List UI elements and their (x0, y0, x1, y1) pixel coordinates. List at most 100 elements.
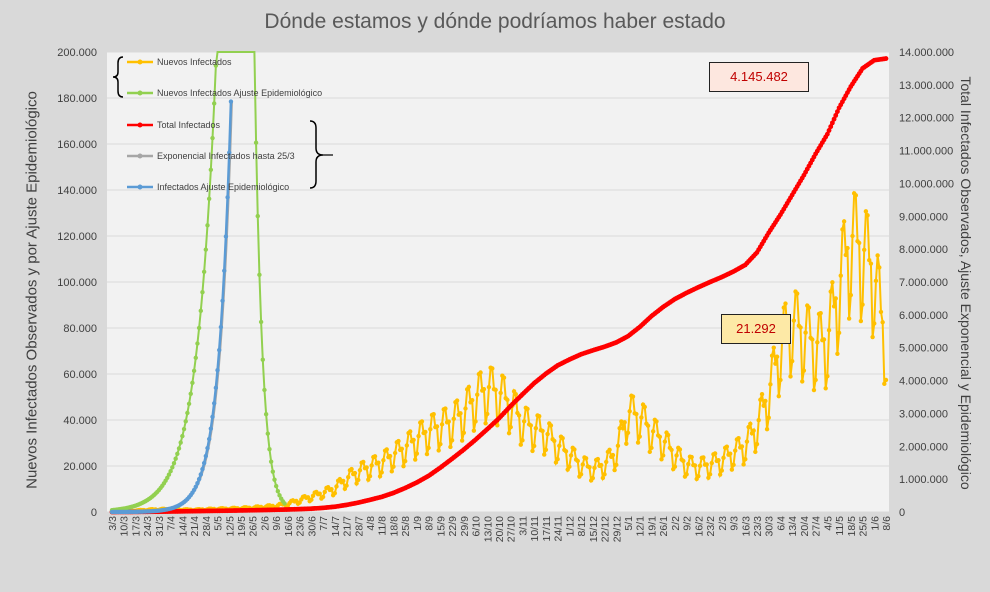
point-nuevos-infectados (369, 463, 374, 468)
point-nuevos-infectados (600, 475, 606, 481)
point-nuevos-infectados (483, 421, 488, 426)
point-nuevos-infectados (712, 451, 718, 456)
point-nuevos-infectados (788, 374, 793, 379)
point-epidemiologico-nuevos (258, 319, 264, 325)
callout-total-infectados: 4.145.482 (709, 62, 809, 92)
point-epidemiologico-nuevos (198, 308, 203, 314)
point-nuevos-infectados (620, 425, 626, 431)
point-total-infectados (826, 127, 832, 133)
point-nuevos-infectados (826, 327, 832, 333)
point-epidemiologico-nuevos (270, 469, 276, 474)
point-epidemiologico-nuevos (210, 135, 215, 141)
point-epidemiologico-nuevos (203, 247, 209, 252)
point-nuevos-infectados (423, 429, 428, 435)
point-nuevos-infectados (461, 430, 467, 435)
x-tick-label: 12/1 (635, 516, 647, 537)
x-tick-label: 30/6 (306, 516, 318, 537)
x-tick-label: 31/3 (154, 516, 166, 537)
x-tick-label: 5/1 (623, 516, 635, 531)
point-nuevos-infectados (649, 445, 654, 451)
point-nuevos-infectados (717, 472, 723, 477)
y-tick-left-label: 140.000 (57, 185, 97, 197)
point-nuevos-infectados (376, 460, 381, 465)
x-tick-label: 22/9 (447, 516, 459, 537)
point-nuevos-infectados (411, 437, 416, 443)
point-ajuste-epidemiologico (203, 453, 209, 459)
point-ajuste-epidemiologico (193, 484, 198, 489)
point-total-infectados (831, 116, 837, 122)
point-epidemiologico-nuevos (190, 380, 195, 386)
point-nuevos-infectados (401, 463, 406, 469)
point-epidemiologico-nuevos (268, 459, 274, 464)
point-nuevos-infectados (627, 409, 632, 414)
legend-label: Exponencial Infectados hasta 25/3 (157, 151, 295, 161)
point-nuevos-infectados (843, 252, 848, 258)
point-epidemiologico-nuevos (213, 63, 219, 68)
x-tick-label: 2/2 (670, 516, 682, 531)
point-nuevos-infectados (754, 441, 760, 447)
point-nuevos-infectados (795, 291, 800, 296)
point-nuevos-infectados (696, 473, 701, 479)
point-nuevos-infectados (654, 419, 659, 424)
point-nuevos-infectados (349, 466, 354, 472)
point-nuevos-infectados (741, 462, 746, 467)
point-nuevos-infectados (642, 404, 647, 410)
point-nuevos-infectados (563, 449, 569, 454)
point-nuevos-infectados (630, 394, 636, 399)
point-nuevos-infectados (513, 391, 518, 397)
point-nuevos-infectados (344, 483, 349, 488)
point-nuevos-infectados (709, 460, 714, 466)
point-epidemiologico-nuevos (263, 411, 269, 417)
point-nuevos-infectados (615, 443, 621, 448)
y-tick-right-label: 3.000.000 (899, 408, 948, 420)
point-nuevos-infectados (619, 419, 624, 424)
point-nuevos-infectados (692, 463, 698, 468)
point-nuevos-infectados (495, 423, 500, 428)
point-nuevos-infectados (830, 280, 835, 285)
x-tick-label: 2/3 (717, 516, 729, 531)
point-nuevos-infectados (404, 443, 410, 448)
point-nuevos-infectados (697, 463, 703, 468)
point-ajuste-epidemiologico (213, 385, 219, 391)
point-total-infectados (829, 120, 835, 126)
point-ajuste-epidemiologico (220, 298, 225, 303)
point-nuevos-infectados (525, 406, 530, 412)
legend-label: Infectados Ajuste Epidemiológico (157, 182, 289, 192)
point-nuevos-infectados (771, 345, 776, 350)
legend: Nuevos Infectados Nuevos Infectados Ajust… (112, 56, 333, 192)
y-tick-right-label: 8.000.000 (899, 244, 948, 256)
point-nuevos-infectados (823, 386, 828, 391)
point-nuevos-infectados (552, 438, 557, 444)
x-tick-label: 20/4 (799, 516, 811, 537)
point-epidemiologico-nuevos (191, 368, 197, 374)
point-epidemiologico-nuevos (255, 213, 260, 219)
point-nuevos-infectados (853, 193, 859, 198)
point-nuevos-infectados (769, 353, 775, 358)
point-nuevos-infectados (756, 418, 761, 423)
point-nuevos-infectados (505, 397, 510, 403)
point-epidemiologico-nuevos (168, 468, 173, 474)
point-nuevos-infectados (882, 381, 887, 387)
point-nuevos-infectados (332, 490, 338, 496)
y-tick-left-label: 80.000 (63, 323, 97, 335)
point-nuevos-infectados (846, 316, 852, 321)
point-nuevos-infectados (518, 442, 523, 447)
x-tick-label: 21/7 (342, 516, 354, 537)
point-total-infectados (828, 124, 834, 130)
point-nuevos-infectados (860, 302, 865, 307)
point-nuevos-infectados (789, 358, 795, 364)
point-nuevos-infectados (361, 459, 366, 465)
x-tick-label: 9/3 (729, 516, 741, 531)
y-tick-right-label: 11.000.000 (899, 146, 953, 158)
point-nuevos-infectados (329, 487, 334, 492)
point-nuevos-infectados (660, 453, 666, 458)
y-tick-left-label: 120.000 (57, 231, 97, 243)
point-nuevos-infectados (438, 441, 443, 447)
point-nuevos-infectados (604, 459, 609, 465)
x-tick-label: 8/12 (576, 516, 588, 537)
x-tick-label: 9/6 (271, 516, 283, 531)
point-nuevos-infectados (493, 387, 498, 393)
point-nuevos-infectados (848, 292, 854, 298)
point-ajuste-epidemiologico (218, 324, 224, 330)
